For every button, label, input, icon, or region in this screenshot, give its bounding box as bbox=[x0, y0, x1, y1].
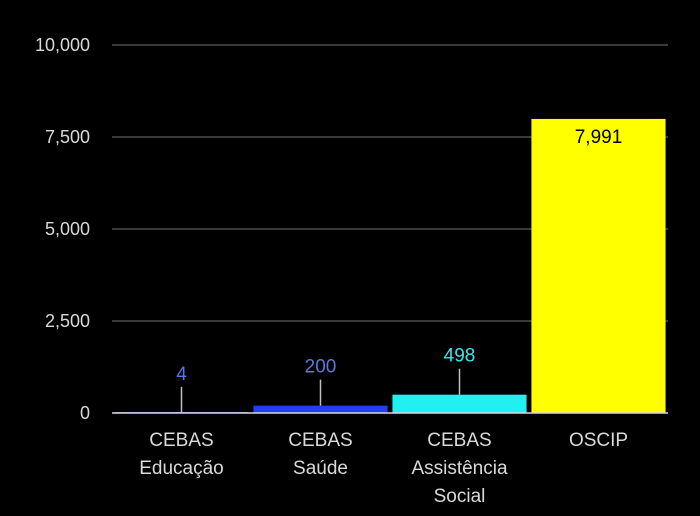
x-category-label: CEBAS bbox=[149, 430, 213, 451]
y-tick-label: 2,500 bbox=[45, 311, 90, 331]
bar bbox=[531, 118, 666, 413]
data-label: 7,991 bbox=[575, 127, 623, 148]
x-category-label: Educação bbox=[139, 458, 224, 479]
x-category-label: Social bbox=[434, 486, 486, 507]
y-tick-label: 0 bbox=[80, 403, 90, 423]
y-tick-label: 5,000 bbox=[45, 219, 90, 239]
data-label: 4 bbox=[176, 364, 187, 385]
x-category-label: Saúde bbox=[293, 458, 348, 479]
x-category-label: OSCIP bbox=[569, 430, 628, 451]
data-label: 498 bbox=[444, 346, 476, 367]
x-category-label: CEBAS bbox=[288, 430, 352, 451]
y-tick-label: 10,000 bbox=[35, 35, 90, 55]
x-category-label: CEBAS bbox=[427, 430, 491, 451]
bar bbox=[392, 394, 527, 413]
data-label: 200 bbox=[305, 357, 337, 378]
y-tick-label: 7,500 bbox=[45, 127, 90, 147]
bar bbox=[253, 405, 388, 413]
x-category-label: Assistência bbox=[411, 458, 508, 479]
